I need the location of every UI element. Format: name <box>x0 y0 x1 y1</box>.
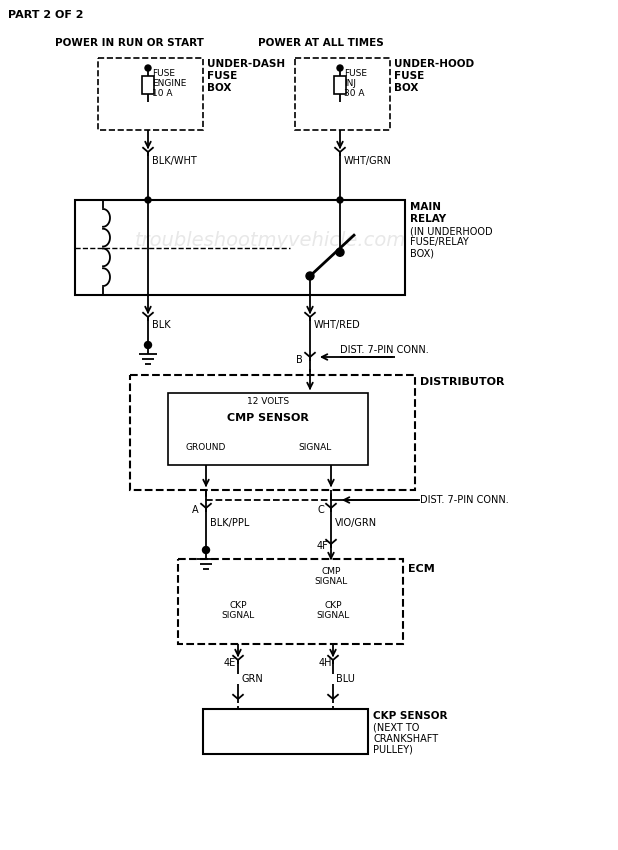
Bar <box>142 76 154 94</box>
Text: SIGNAL: SIGNAL <box>298 443 331 452</box>
Text: CMP SENSOR: CMP SENSOR <box>227 413 309 423</box>
Text: 4E: 4E <box>224 658 236 668</box>
Text: POWER IN RUN OR START: POWER IN RUN OR START <box>55 38 204 48</box>
Bar <box>98 58 203 130</box>
Bar <box>75 200 405 295</box>
Text: DIST. 7-PIN CONN.: DIST. 7-PIN CONN. <box>420 495 509 505</box>
Text: ENGINE: ENGINE <box>152 79 187 88</box>
Bar <box>203 709 368 754</box>
Text: CKP
SIGNAL: CKP SIGNAL <box>316 601 350 620</box>
Text: INJ: INJ <box>344 79 356 88</box>
Text: BOX): BOX) <box>410 248 434 258</box>
Text: BLK/PPL: BLK/PPL <box>210 518 250 528</box>
Text: FUSE: FUSE <box>152 69 175 78</box>
Text: FUSE/RELAY: FUSE/RELAY <box>410 237 468 247</box>
Text: CMP
SIGNAL: CMP SIGNAL <box>315 567 347 586</box>
Text: C: C <box>317 505 324 515</box>
Text: BOX: BOX <box>207 83 231 93</box>
Text: WHT/GRN: WHT/GRN <box>344 156 392 166</box>
Text: 30 A: 30 A <box>344 89 365 98</box>
Text: RELAY: RELAY <box>410 214 446 224</box>
Bar <box>295 58 390 130</box>
Bar <box>334 76 346 94</box>
Circle shape <box>145 197 151 203</box>
Text: BOX: BOX <box>394 83 418 93</box>
Text: (IN UNDERHOOD: (IN UNDERHOOD <box>410 226 493 236</box>
Text: CRANKSHAFT: CRANKSHAFT <box>373 734 438 744</box>
Text: 12 VOLTS: 12 VOLTS <box>247 397 289 406</box>
Text: CKP
SIGNAL: CKP SIGNAL <box>221 601 255 620</box>
Text: PART 2 OF 2: PART 2 OF 2 <box>8 10 83 20</box>
Bar <box>168 393 368 465</box>
Circle shape <box>145 65 151 71</box>
Circle shape <box>145 342 151 348</box>
Bar <box>130 375 415 490</box>
Text: PULLEY): PULLEY) <box>373 745 413 755</box>
Text: VIO/GRN: VIO/GRN <box>335 518 377 528</box>
Text: 10 A: 10 A <box>152 89 172 98</box>
Text: BLK/WHT: BLK/WHT <box>152 156 197 166</box>
Text: FUSE: FUSE <box>394 71 424 81</box>
Text: 4F: 4F <box>317 541 329 551</box>
Text: DIST. 7-PIN CONN.: DIST. 7-PIN CONN. <box>340 345 429 355</box>
Circle shape <box>306 272 314 280</box>
Text: FUSE: FUSE <box>344 69 367 78</box>
Circle shape <box>337 197 343 203</box>
Circle shape <box>336 248 344 256</box>
Text: MAIN: MAIN <box>410 202 441 212</box>
Text: B: B <box>296 355 303 365</box>
Text: WHT/RED: WHT/RED <box>314 320 361 330</box>
Text: troubleshootmyvehicle.com: troubleshootmyvehicle.com <box>134 230 405 250</box>
Text: (NEXT TO: (NEXT TO <box>373 723 420 733</box>
Text: A: A <box>192 505 198 515</box>
Text: GROUND: GROUND <box>186 443 226 452</box>
Text: 4H: 4H <box>319 658 332 668</box>
Text: ECM: ECM <box>408 564 434 574</box>
Text: DISTRIBUTOR: DISTRIBUTOR <box>420 377 504 387</box>
Text: BLK: BLK <box>152 320 171 330</box>
Circle shape <box>203 547 210 553</box>
Text: UNDER-DASH: UNDER-DASH <box>207 59 285 69</box>
Text: GRN: GRN <box>241 674 263 684</box>
Text: UNDER-HOOD: UNDER-HOOD <box>394 59 474 69</box>
Bar <box>178 559 403 644</box>
Text: CKP SENSOR: CKP SENSOR <box>373 711 447 721</box>
Text: FUSE: FUSE <box>207 71 237 81</box>
Text: BLU: BLU <box>336 674 355 684</box>
Text: POWER AT ALL TIMES: POWER AT ALL TIMES <box>258 38 384 48</box>
Circle shape <box>337 65 343 71</box>
